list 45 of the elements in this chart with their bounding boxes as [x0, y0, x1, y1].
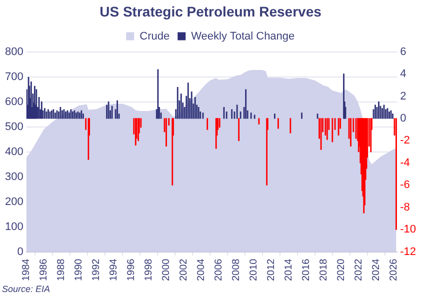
- x-tick-label: 2004: [196, 258, 207, 282]
- x-tick-label: 2024: [370, 258, 382, 282]
- y-tick-label: 700: [4, 70, 24, 83]
- x-tick-label: 1998: [144, 258, 155, 282]
- y2-tick-label: -12: [400, 246, 416, 258]
- y2-tick-label: -6: [400, 179, 410, 192]
- x-tick-label: 2000: [161, 258, 172, 282]
- y2-tick-label: 0: [400, 112, 406, 124]
- y-tick-label: 600: [4, 96, 24, 108]
- y-tick-label: 200: [4, 196, 24, 208]
- x-tick-label: 1994: [108, 258, 120, 282]
- legend-label: Crude: [140, 30, 170, 42]
- x-tick-label: 2026: [388, 258, 400, 282]
- y2-tick-label: -8: [400, 201, 410, 214]
- y-tick-label: 800: [4, 46, 24, 58]
- x-tick-label: 1988: [56, 258, 68, 282]
- legend-label: Weekly Total Change: [191, 30, 295, 42]
- x-tick-label: 2016: [300, 258, 312, 282]
- y-tick-label: 0: [17, 246, 24, 258]
- x-tick-label: 2006: [213, 258, 224, 282]
- x-tick-label: 2020: [336, 258, 347, 282]
- y-tick-label: 500: [4, 120, 24, 133]
- y2-tick-label: 6: [400, 46, 406, 58]
- x-tick-label: 2002: [178, 258, 190, 282]
- source-note: Source: EIA: [2, 284, 50, 294]
- chart-title: US Strategic Petroleum Reserves: [100, 3, 322, 20]
- y2-tick-label: 4: [400, 68, 406, 80]
- x-tick-label: 1984: [21, 258, 32, 282]
- x-tick-label: 2022: [353, 258, 364, 282]
- x-tick-label: 1990: [74, 258, 85, 282]
- y-tick-label: 300: [4, 170, 24, 183]
- x-tick-label: 2018: [318, 258, 330, 282]
- y-tick-label: 400: [4, 146, 24, 158]
- y2-tick-label: 2: [400, 90, 406, 102]
- x-tick-label: 1996: [126, 258, 138, 282]
- y-tick-label: 100: [4, 220, 24, 233]
- y2-tick-label: -4: [400, 156, 410, 169]
- y2-tick-label: -10: [400, 224, 416, 236]
- x-tick-label: 1992: [91, 258, 102, 282]
- x-tick-label: 1986: [38, 258, 50, 282]
- x-tick-label: 2012: [266, 258, 277, 282]
- x-tick-label: 2008: [230, 258, 242, 282]
- x-tick-label: 2014: [283, 258, 294, 282]
- x-tick-label: 2010: [248, 258, 260, 282]
- y2-tick-label: -2: [400, 134, 410, 147]
